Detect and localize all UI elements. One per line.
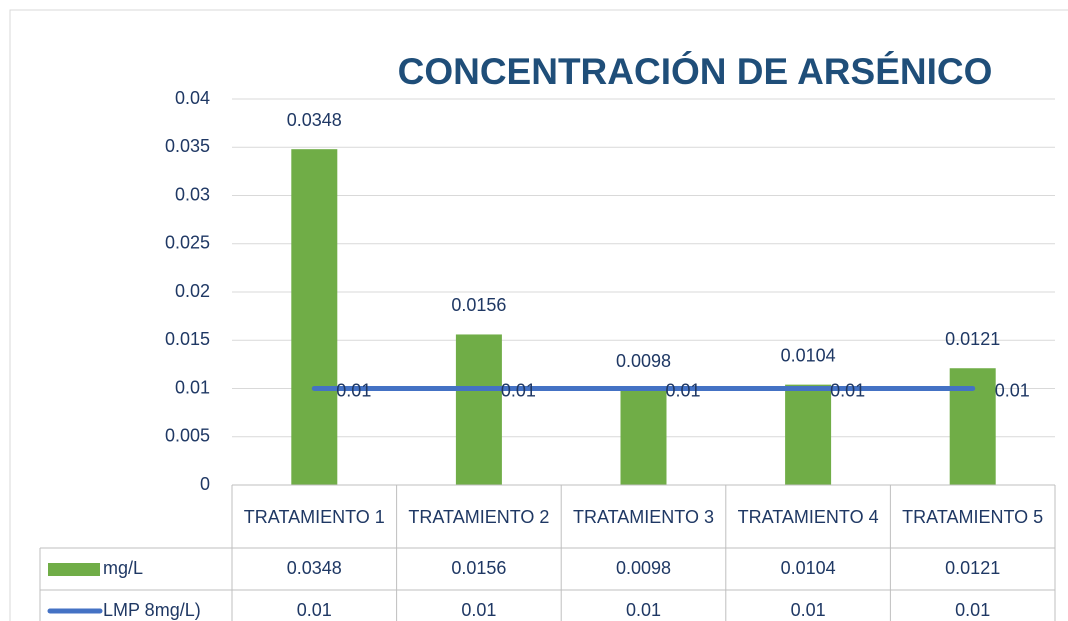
chart-title: CONCENTRACIÓN DE ARSÉNICO bbox=[398, 50, 993, 92]
y-tick-label: 0.01 bbox=[175, 377, 210, 397]
data-label: 0.0104 bbox=[781, 345, 836, 365]
legend-label: LMP 8mg/L) bbox=[103, 600, 201, 620]
x-tick-label: TRATAMIENTO 1 bbox=[243, 506, 385, 527]
data-label: 0.01 bbox=[995, 380, 1030, 400]
table-value: 0.0156 bbox=[451, 558, 506, 578]
bar bbox=[785, 384, 832, 485]
bar bbox=[949, 368, 996, 485]
data-label: 0.01 bbox=[501, 380, 536, 400]
table-value: 0.0104 bbox=[781, 558, 836, 578]
legend-key bbox=[48, 563, 100, 576]
x-tick-label: TRATAMIENTO 5 bbox=[902, 506, 1044, 527]
data-label: 0.01 bbox=[336, 380, 371, 400]
x-tick-label: TRATAMIENTO 4 bbox=[737, 506, 879, 527]
x-tick-label-box: TRATAMIENTO 2 bbox=[408, 506, 550, 527]
table-value: 0.01 bbox=[791, 600, 826, 620]
data-label: 0.0156 bbox=[451, 295, 506, 315]
table-value: 0.0098 bbox=[616, 558, 671, 578]
table-value: 0.0121 bbox=[945, 558, 1000, 578]
x-tick-label: TRATAMIENTO 2 bbox=[408, 506, 550, 527]
data-label: 0.0121 bbox=[945, 329, 1000, 349]
data-label: 0.0348 bbox=[287, 110, 342, 130]
x-tick-label-box: TRATAMIENTO 1 bbox=[243, 506, 385, 527]
y-tick-label: 0.03 bbox=[175, 184, 210, 204]
data-label: 0.0098 bbox=[616, 351, 671, 371]
data-label: 0.01 bbox=[666, 380, 701, 400]
bar bbox=[455, 334, 502, 485]
x-tick-label-box: TRATAMIENTO 5 bbox=[902, 506, 1044, 527]
bar bbox=[620, 390, 667, 485]
y-tick-label: 0 bbox=[200, 474, 210, 494]
bar bbox=[291, 149, 338, 485]
y-tick-label: 0.02 bbox=[175, 281, 210, 301]
x-tick-label: TRATAMIENTO 3 bbox=[572, 506, 714, 527]
x-tick-label-box: TRATAMIENTO 3 bbox=[572, 506, 714, 527]
chart-frame bbox=[9, 9, 1068, 621]
table-value: 0.01 bbox=[626, 600, 661, 620]
x-tick-label-box: TRATAMIENTO 4 bbox=[737, 506, 879, 527]
table-value: 0.01 bbox=[955, 600, 990, 620]
y-tick-label: 0.035 bbox=[165, 136, 210, 156]
table-value: 0.01 bbox=[297, 600, 332, 620]
y-tick-label: 0.005 bbox=[165, 426, 210, 446]
y-tick-label: 0.015 bbox=[165, 329, 210, 349]
table-value: 0.01 bbox=[461, 600, 496, 620]
y-tick-label: 0.025 bbox=[165, 233, 210, 253]
y-tick-label: 0.04 bbox=[175, 88, 210, 108]
legend-label: mg/L bbox=[103, 558, 143, 578]
data-label: 0.01 bbox=[830, 380, 865, 400]
table-value: 0.0348 bbox=[287, 558, 342, 578]
